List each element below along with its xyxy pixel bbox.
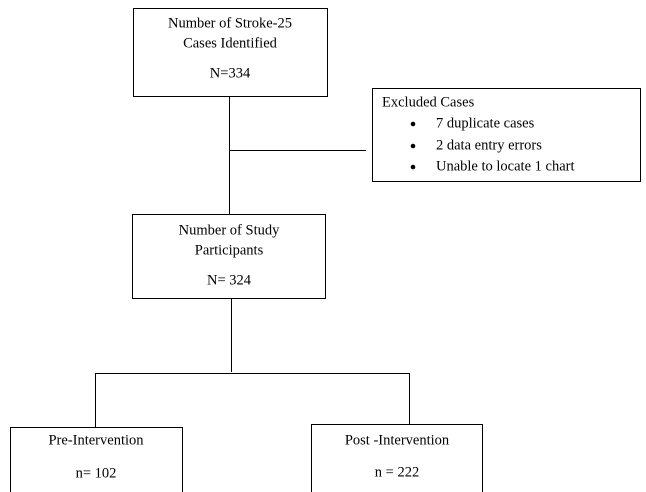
- box-text: Pre-Intervention: [48, 432, 144, 448]
- participants-box: [132, 214, 326, 299]
- excluded-title: Excluded Cases: [382, 94, 475, 110]
- excluded-item: Unable to locate 1 chart: [436, 158, 575, 174]
- box-count: N=334: [210, 65, 251, 81]
- box-count: n= 102: [76, 465, 117, 481]
- box-text: Number of Stroke-25: [168, 15, 292, 31]
- box-count: N= 324: [207, 272, 252, 288]
- bullet: [410, 143, 416, 149]
- box-text: Number of Study: [179, 222, 280, 238]
- box-text: Post -Intervention: [345, 432, 450, 448]
- box-text: Cases Identified: [183, 35, 278, 51]
- excluded-item: 7 duplicate cases: [436, 115, 535, 131]
- pre-box: [10, 427, 183, 492]
- excluded-item: 2 data entry errors: [436, 137, 542, 153]
- excluded-box: [372, 88, 641, 182]
- bullet: [410, 121, 416, 127]
- box-count: n = 222: [375, 464, 419, 480]
- identified-box: [133, 8, 328, 97]
- box-text: Participants: [195, 242, 264, 258]
- bullet: [410, 164, 416, 170]
- post-box: [311, 424, 483, 492]
